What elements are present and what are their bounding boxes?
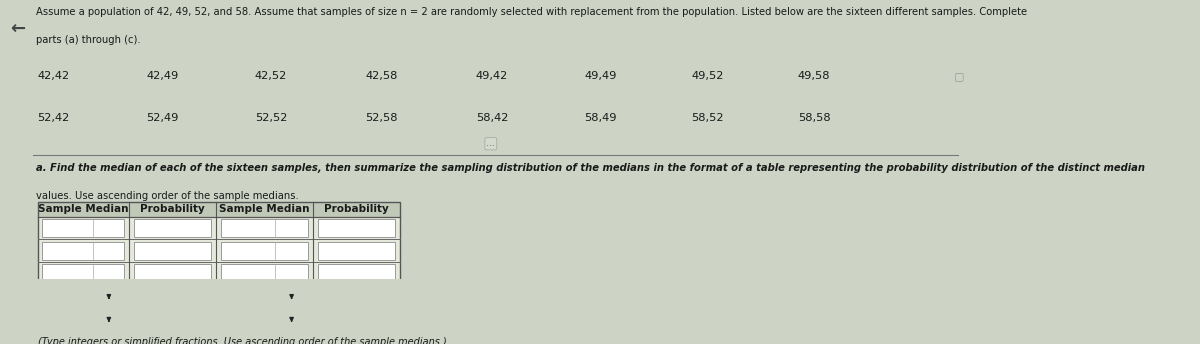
Text: Sample Median: Sample Median	[220, 204, 310, 214]
Text: Sample Median: Sample Median	[38, 204, 128, 214]
Text: 58,49: 58,49	[584, 113, 617, 123]
Text: Probability: Probability	[140, 204, 205, 214]
Text: 58,42: 58,42	[476, 113, 509, 123]
Bar	[42, 241, 125, 260]
Bar	[318, 287, 395, 306]
Text: 42,58: 42,58	[365, 71, 397, 81]
Bar	[134, 310, 211, 329]
Text: parts (a) through (c).: parts (a) through (c).	[36, 35, 140, 45]
Text: 49,52: 49,52	[691, 71, 724, 81]
Bar	[221, 310, 308, 329]
Bar	[37, 202, 400, 331]
Text: ▢: ▢	[954, 71, 965, 81]
Bar	[134, 287, 211, 306]
Text: 52,49: 52,49	[146, 113, 179, 123]
Text: 42,52: 42,52	[254, 71, 287, 81]
Bar	[42, 265, 125, 283]
Bar	[134, 265, 211, 283]
Bar	[42, 219, 125, 237]
Text: 49,49: 49,49	[584, 71, 617, 81]
Text: 52,52: 52,52	[254, 113, 287, 123]
Bar	[134, 241, 211, 260]
Bar	[318, 219, 395, 237]
Text: 49,58: 49,58	[798, 71, 830, 81]
Bar	[221, 241, 308, 260]
Bar	[134, 219, 211, 237]
Text: 58,52: 58,52	[691, 113, 724, 123]
Text: 42,49: 42,49	[146, 71, 179, 81]
Bar	[318, 241, 395, 260]
Text: 58,58: 58,58	[798, 113, 830, 123]
Text: values. Use ascending order of the sample medians.: values. Use ascending order of the sampl…	[36, 191, 299, 201]
Bar	[318, 265, 395, 283]
Text: (Type integers or simplified fractions. Use ascending order of the sample median: (Type integers or simplified fractions. …	[37, 337, 446, 344]
Text: 42,42: 42,42	[37, 71, 70, 81]
Bar	[42, 310, 125, 329]
Bar	[221, 287, 308, 306]
Text: Assume a population of 42, 49, 52, and 58. Assume that samples of size n = 2 are: Assume a population of 42, 49, 52, and 5…	[36, 7, 1027, 17]
Bar	[42, 287, 125, 306]
Text: 52,58: 52,58	[365, 113, 398, 123]
Text: a. Find the median of each of the sixteen samples, then summarize the sampling d: a. Find the median of each of the sixtee…	[36, 163, 1145, 173]
Bar	[318, 310, 395, 329]
Text: Probability: Probability	[324, 204, 389, 214]
Bar	[37, 202, 400, 331]
Bar	[221, 219, 308, 237]
Text: ←: ←	[10, 20, 25, 37]
Text: 49,42: 49,42	[476, 71, 509, 81]
Bar	[37, 202, 400, 216]
Bar	[221, 265, 308, 283]
Text: 52,42: 52,42	[37, 113, 70, 123]
Text: ...: ...	[486, 139, 496, 148]
